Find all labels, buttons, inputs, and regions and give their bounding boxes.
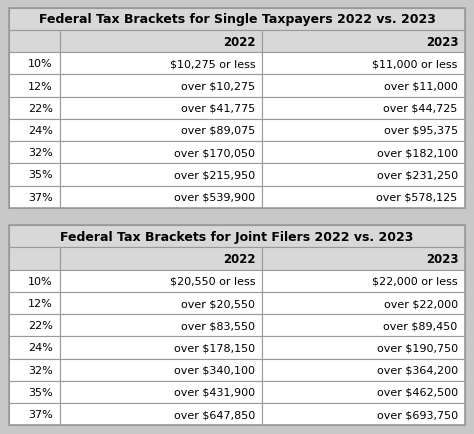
Text: over $539,900: over $539,900: [174, 192, 255, 202]
Text: 35%: 35%: [28, 387, 53, 397]
Text: $20,550 or less: $20,550 or less: [170, 276, 255, 286]
Bar: [262, 248, 465, 270]
Bar: [262, 97, 465, 120]
Bar: [9, 97, 60, 120]
Text: Federal Tax Brackets for Single Taxpayers 2022 vs. 2023: Federal Tax Brackets for Single Taxpayer…: [38, 13, 436, 26]
Bar: [60, 97, 262, 120]
Bar: [262, 31, 465, 53]
Bar: [60, 314, 262, 337]
Bar: [60, 292, 262, 314]
Text: 2022: 2022: [223, 36, 256, 49]
Text: over $364,200: over $364,200: [376, 365, 458, 375]
Bar: [262, 120, 465, 142]
Bar: [60, 248, 262, 270]
Text: 2023: 2023: [426, 36, 458, 49]
Bar: [9, 248, 60, 270]
Bar: [60, 337, 262, 359]
Text: 32%: 32%: [28, 148, 53, 158]
Text: over $215,950: over $215,950: [174, 170, 255, 180]
Bar: [262, 292, 465, 314]
Text: over $462,500: over $462,500: [376, 387, 458, 397]
Text: $11,000 or less: $11,000 or less: [372, 59, 458, 69]
Bar: [60, 359, 262, 381]
Bar: [262, 53, 465, 75]
Bar: [262, 164, 465, 186]
Bar: [60, 270, 262, 292]
Text: Federal Tax Brackets for Joint Filers 2022 vs. 2023: Federal Tax Brackets for Joint Filers 20…: [60, 230, 414, 243]
Bar: [9, 186, 60, 208]
Bar: [9, 120, 60, 142]
Bar: [60, 186, 262, 208]
Text: 2023: 2023: [426, 253, 458, 266]
Text: over $647,850: over $647,850: [174, 409, 255, 419]
Text: 24%: 24%: [28, 126, 53, 136]
Bar: [9, 381, 60, 403]
Bar: [262, 186, 465, 208]
Bar: [9, 314, 60, 337]
Bar: [9, 337, 60, 359]
Text: 12%: 12%: [28, 81, 53, 91]
Text: over $41,775: over $41,775: [181, 104, 255, 113]
Text: 32%: 32%: [28, 365, 53, 375]
Bar: [262, 381, 465, 403]
Text: over $190,750: over $190,750: [376, 343, 458, 353]
Bar: [9, 359, 60, 381]
Text: 24%: 24%: [28, 343, 53, 353]
Bar: [60, 403, 262, 425]
Bar: [60, 75, 262, 97]
Text: over $20,550: over $20,550: [181, 298, 255, 308]
Text: over $178,150: over $178,150: [174, 343, 255, 353]
Text: over $10,275: over $10,275: [181, 81, 255, 91]
Text: over $431,900: over $431,900: [174, 387, 255, 397]
Bar: [9, 31, 60, 53]
Text: 12%: 12%: [28, 298, 53, 308]
Text: over $22,000: over $22,000: [383, 298, 458, 308]
Text: $22,000 or less: $22,000 or less: [372, 276, 458, 286]
Text: 37%: 37%: [28, 192, 53, 202]
Text: 10%: 10%: [28, 276, 53, 286]
Bar: [262, 75, 465, 97]
Bar: [9, 142, 60, 164]
Text: $10,275 or less: $10,275 or less: [170, 59, 255, 69]
Text: 37%: 37%: [28, 409, 53, 419]
Bar: [9, 9, 465, 31]
Bar: [60, 120, 262, 142]
Bar: [262, 142, 465, 164]
Bar: [262, 359, 465, 381]
Text: over $693,750: over $693,750: [376, 409, 458, 419]
Text: over $11,000: over $11,000: [384, 81, 458, 91]
Bar: [9, 270, 60, 292]
Bar: [9, 75, 60, 97]
Text: over $89,450: over $89,450: [383, 321, 458, 330]
Text: over $89,075: over $89,075: [181, 126, 255, 136]
Bar: [60, 31, 262, 53]
Text: over $231,250: over $231,250: [376, 170, 458, 180]
Bar: [60, 164, 262, 186]
Bar: [262, 337, 465, 359]
Text: 10%: 10%: [28, 59, 53, 69]
Text: over $182,100: over $182,100: [376, 148, 458, 158]
Text: over $95,375: over $95,375: [383, 126, 458, 136]
Bar: [9, 53, 60, 75]
Bar: [9, 226, 465, 248]
Bar: [60, 53, 262, 75]
Bar: [262, 270, 465, 292]
Text: 2022: 2022: [223, 253, 256, 266]
Bar: [262, 314, 465, 337]
Text: 35%: 35%: [28, 170, 53, 180]
Bar: [262, 403, 465, 425]
Text: over $44,725: over $44,725: [383, 104, 458, 113]
Text: over $340,100: over $340,100: [174, 365, 255, 375]
Bar: [9, 164, 60, 186]
Bar: [9, 292, 60, 314]
Bar: [9, 403, 60, 425]
Text: 22%: 22%: [28, 321, 53, 330]
Text: 22%: 22%: [28, 104, 53, 113]
Bar: [60, 142, 262, 164]
Text: over $578,125: over $578,125: [376, 192, 458, 202]
Text: over $170,050: over $170,050: [174, 148, 255, 158]
Text: over $83,550: over $83,550: [181, 321, 255, 330]
Bar: [60, 381, 262, 403]
